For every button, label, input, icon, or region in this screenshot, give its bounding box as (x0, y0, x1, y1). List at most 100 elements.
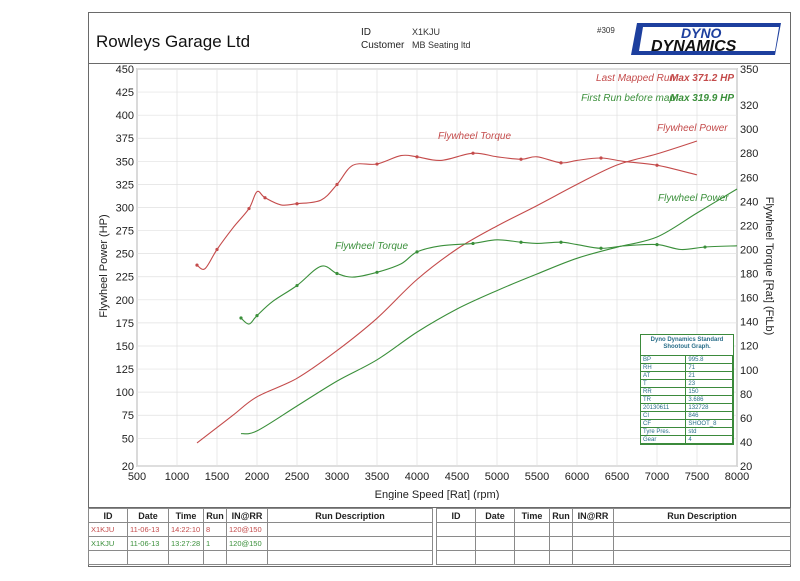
y-tick-label: 50 (122, 433, 134, 445)
info-key: RH (641, 363, 687, 372)
first-run-torque-line (240, 239, 738, 325)
data-point (655, 163, 659, 167)
y-axis-right-ticks: 20 40 60 80 100 120 140 160 180 200 220 240 260 280 30… (740, 64, 758, 473)
legend-last-run-max: Max 371.2 HP (670, 73, 734, 84)
info-row: AT 21 (641, 371, 733, 380)
sheet-header: Rowleys Garage Ltd ID X1KJU Customer MB … (89, 13, 790, 64)
x-tick-label: 5500 (525, 471, 549, 483)
data-point (559, 161, 563, 165)
info-key: RR (641, 387, 687, 396)
data-point (263, 196, 267, 200)
data-point (239, 316, 243, 320)
data-point (255, 314, 259, 318)
x-tick-label: 500 (128, 471, 146, 483)
data-point (519, 240, 523, 244)
y-tick-label: 175 (116, 318, 134, 330)
y2-tick-label: 20 (740, 461, 752, 473)
data-point (519, 157, 523, 161)
info-value: 71 (685, 363, 733, 372)
annotation-first-power: Flywheel Power (658, 193, 729, 204)
x-tick-label: 6000 (565, 471, 589, 483)
info-row: CI 846 (641, 411, 733, 420)
data-point (247, 206, 251, 211)
info-row: BP 995.8 (641, 356, 733, 364)
y2-tick-label: 180 (740, 269, 758, 281)
id-value: X1KJU (412, 27, 441, 37)
info-row: T 23 (641, 379, 733, 388)
chart-markers (195, 151, 707, 320)
x-tick-label: 8000 (725, 471, 749, 483)
legend-last-run-label: Last Mapped Run (596, 73, 675, 84)
y2-tick-label: 140 (740, 317, 758, 329)
x-tick-label: 5000 (485, 471, 509, 483)
info-key: TR (641, 395, 687, 404)
data-point (295, 283, 299, 288)
y-tick-label: 100 (116, 387, 134, 399)
info-key: T (641, 379, 687, 388)
x-tick-label: 3000 (325, 471, 349, 483)
chart-grid (136, 68, 738, 467)
data-point (703, 245, 707, 249)
y-tick-label: 250 (116, 249, 134, 261)
y2-tick-label: 320 (740, 100, 758, 112)
info-key: Tyre Pres. (641, 427, 687, 436)
y2-tick-label: 40 (740, 437, 752, 449)
x-tick-label: 3500 (365, 471, 389, 483)
y2-tick-label: 350 (740, 64, 758, 76)
chart-lines (196, 140, 738, 444)
info-value: std (685, 427, 733, 436)
data-point (599, 156, 603, 160)
y-tick-label: 150 (116, 341, 134, 353)
dyno-dynamics-logo: DYNO DYNAMICS (631, 23, 781, 55)
logo-line2: DYNAMICS (651, 38, 737, 55)
y-tick-label: 275 (116, 226, 134, 238)
first-run-power-line (240, 188, 738, 435)
info-value: 846 (685, 411, 733, 420)
info-key: Gear (641, 435, 687, 444)
y-tick-label: 75 (122, 410, 134, 422)
x-tick-label: 4500 (445, 471, 469, 483)
info-value: 150 (685, 387, 733, 396)
y-tick-label: 425 (116, 87, 134, 99)
x-tick-label: 2500 (285, 471, 309, 483)
info-value: SHOOT_8 (685, 419, 733, 428)
annotation-first-torque: Flywheel Torque (335, 241, 408, 252)
y2-tick-label: 120 (740, 341, 758, 353)
data-point (599, 246, 603, 250)
garage-name: Rowleys Garage Ltd (96, 32, 251, 51)
data-point (375, 162, 379, 166)
data-point (415, 155, 419, 159)
y2-tick-label: 280 (740, 148, 758, 160)
x-tick-label: 4000 (405, 471, 429, 483)
y-axis-left-ticks: 20 50 75 100 125 150 175 200 225 250 275 300 325 350 3… (116, 64, 134, 473)
y-tick-label: 300 (116, 202, 134, 214)
info-value: 3.686 (685, 395, 733, 404)
legend-first-run-max: Max 319.9 HP (670, 93, 734, 104)
data-point (295, 202, 299, 206)
info-box-title: Dyno Dynamics Standard Shootout Graph. (641, 335, 733, 356)
y-tick-label: 350 (116, 156, 134, 168)
data-point (471, 151, 475, 155)
data-point (471, 241, 475, 246)
annotation-last-torque: Flywheel Torque (438, 131, 511, 142)
data-point (335, 182, 339, 187)
document-number: #309 (597, 26, 615, 35)
x-axis-ticks: 500 1000 1500 2000 2500 3000 3500 4000 4500 5000 5… (128, 471, 749, 483)
info-value: 4 (685, 435, 733, 444)
info-value: 995.8 (685, 356, 733, 364)
y-tick-label: 450 (116, 64, 134, 76)
y2-tick-label: 100 (740, 365, 758, 377)
customer-label: Customer (361, 40, 405, 51)
data-point (559, 240, 563, 244)
info-key: AT (641, 371, 687, 380)
info-row: CF SHOOT_8 (641, 419, 733, 428)
customer-value: MB Seating ltd (412, 40, 471, 50)
y2-tick-label: 300 (740, 124, 758, 136)
id-label: ID (361, 27, 371, 38)
x-tick-label: 2000 (245, 471, 269, 483)
info-value: 132728 (685, 403, 733, 412)
dyno-sheet: Rowleys Garage Ltd ID X1KJU Customer MB … (88, 12, 791, 567)
info-value: 21 (685, 371, 733, 380)
last-run-torque-line (196, 152, 698, 270)
annotation-last-power: Flywheel Power (657, 123, 728, 134)
